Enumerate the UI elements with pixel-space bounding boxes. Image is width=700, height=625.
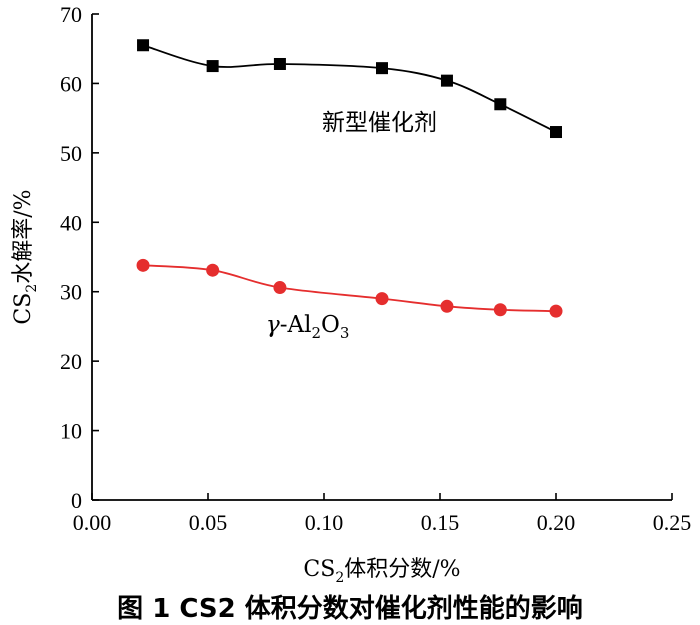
data-point-circle [273,281,287,295]
data-point-circle [375,292,389,306]
series-label-new-catalyst: 新型催化剂 [322,110,437,136]
data-point-square [376,62,388,75]
y-tick-label: 10 [60,419,82,444]
series-markers [136,39,563,318]
y-tick-label: 30 [60,280,82,305]
data-point-square [273,57,286,70]
series-lines [142,44,557,313]
chart: 0 10 20 30 40 50 60 70 0.00 0.05 0.10 0.15 0.20 0.25… [11,2,692,586]
x-ticks: 0.00 0.05 0.10 0.15 0.20 0.25 [73,493,692,535]
y-tick-label: 60 [60,71,82,96]
x-tick-label: 0.00 [73,510,112,535]
y-tick-label: 70 [60,2,82,27]
x-axis-title: CS2体积分数/% [303,557,460,586]
y-tick-label: 20 [60,349,82,374]
series-line-gamma-alumina [142,264,557,313]
x-tick-label: 0.05 [189,510,228,535]
data-point-circle [549,304,563,318]
x-tick-label: 0.20 [537,510,576,535]
x-tick-label: 0.15 [421,510,460,535]
y-tick-label: 40 [60,210,82,235]
y-tick-label: 50 [60,141,82,166]
y-ticks: 0 10 20 30 40 50 60 70 [60,2,99,513]
data-point-square [440,74,453,87]
x-tick-label: 0.25 [653,510,692,535]
x-tick-label: 0.10 [305,510,344,535]
y-tick-label: 0 [71,488,82,513]
figure-caption: 图 1 CS2 体积分数对催化剂性能的影响 [117,594,583,624]
data-point-circle [493,303,507,317]
data-point-circle [440,299,454,313]
data-point-square [494,98,507,111]
data-point-square [206,60,219,73]
y-axis-title: CS2水解率/% [11,189,40,324]
data-point-square [550,126,562,139]
data-point-circle [206,263,220,277]
series-label-gamma-alumina: γ-Al2O3 [266,312,349,342]
data-point-square [137,39,150,52]
data-point-circle [136,258,150,272]
